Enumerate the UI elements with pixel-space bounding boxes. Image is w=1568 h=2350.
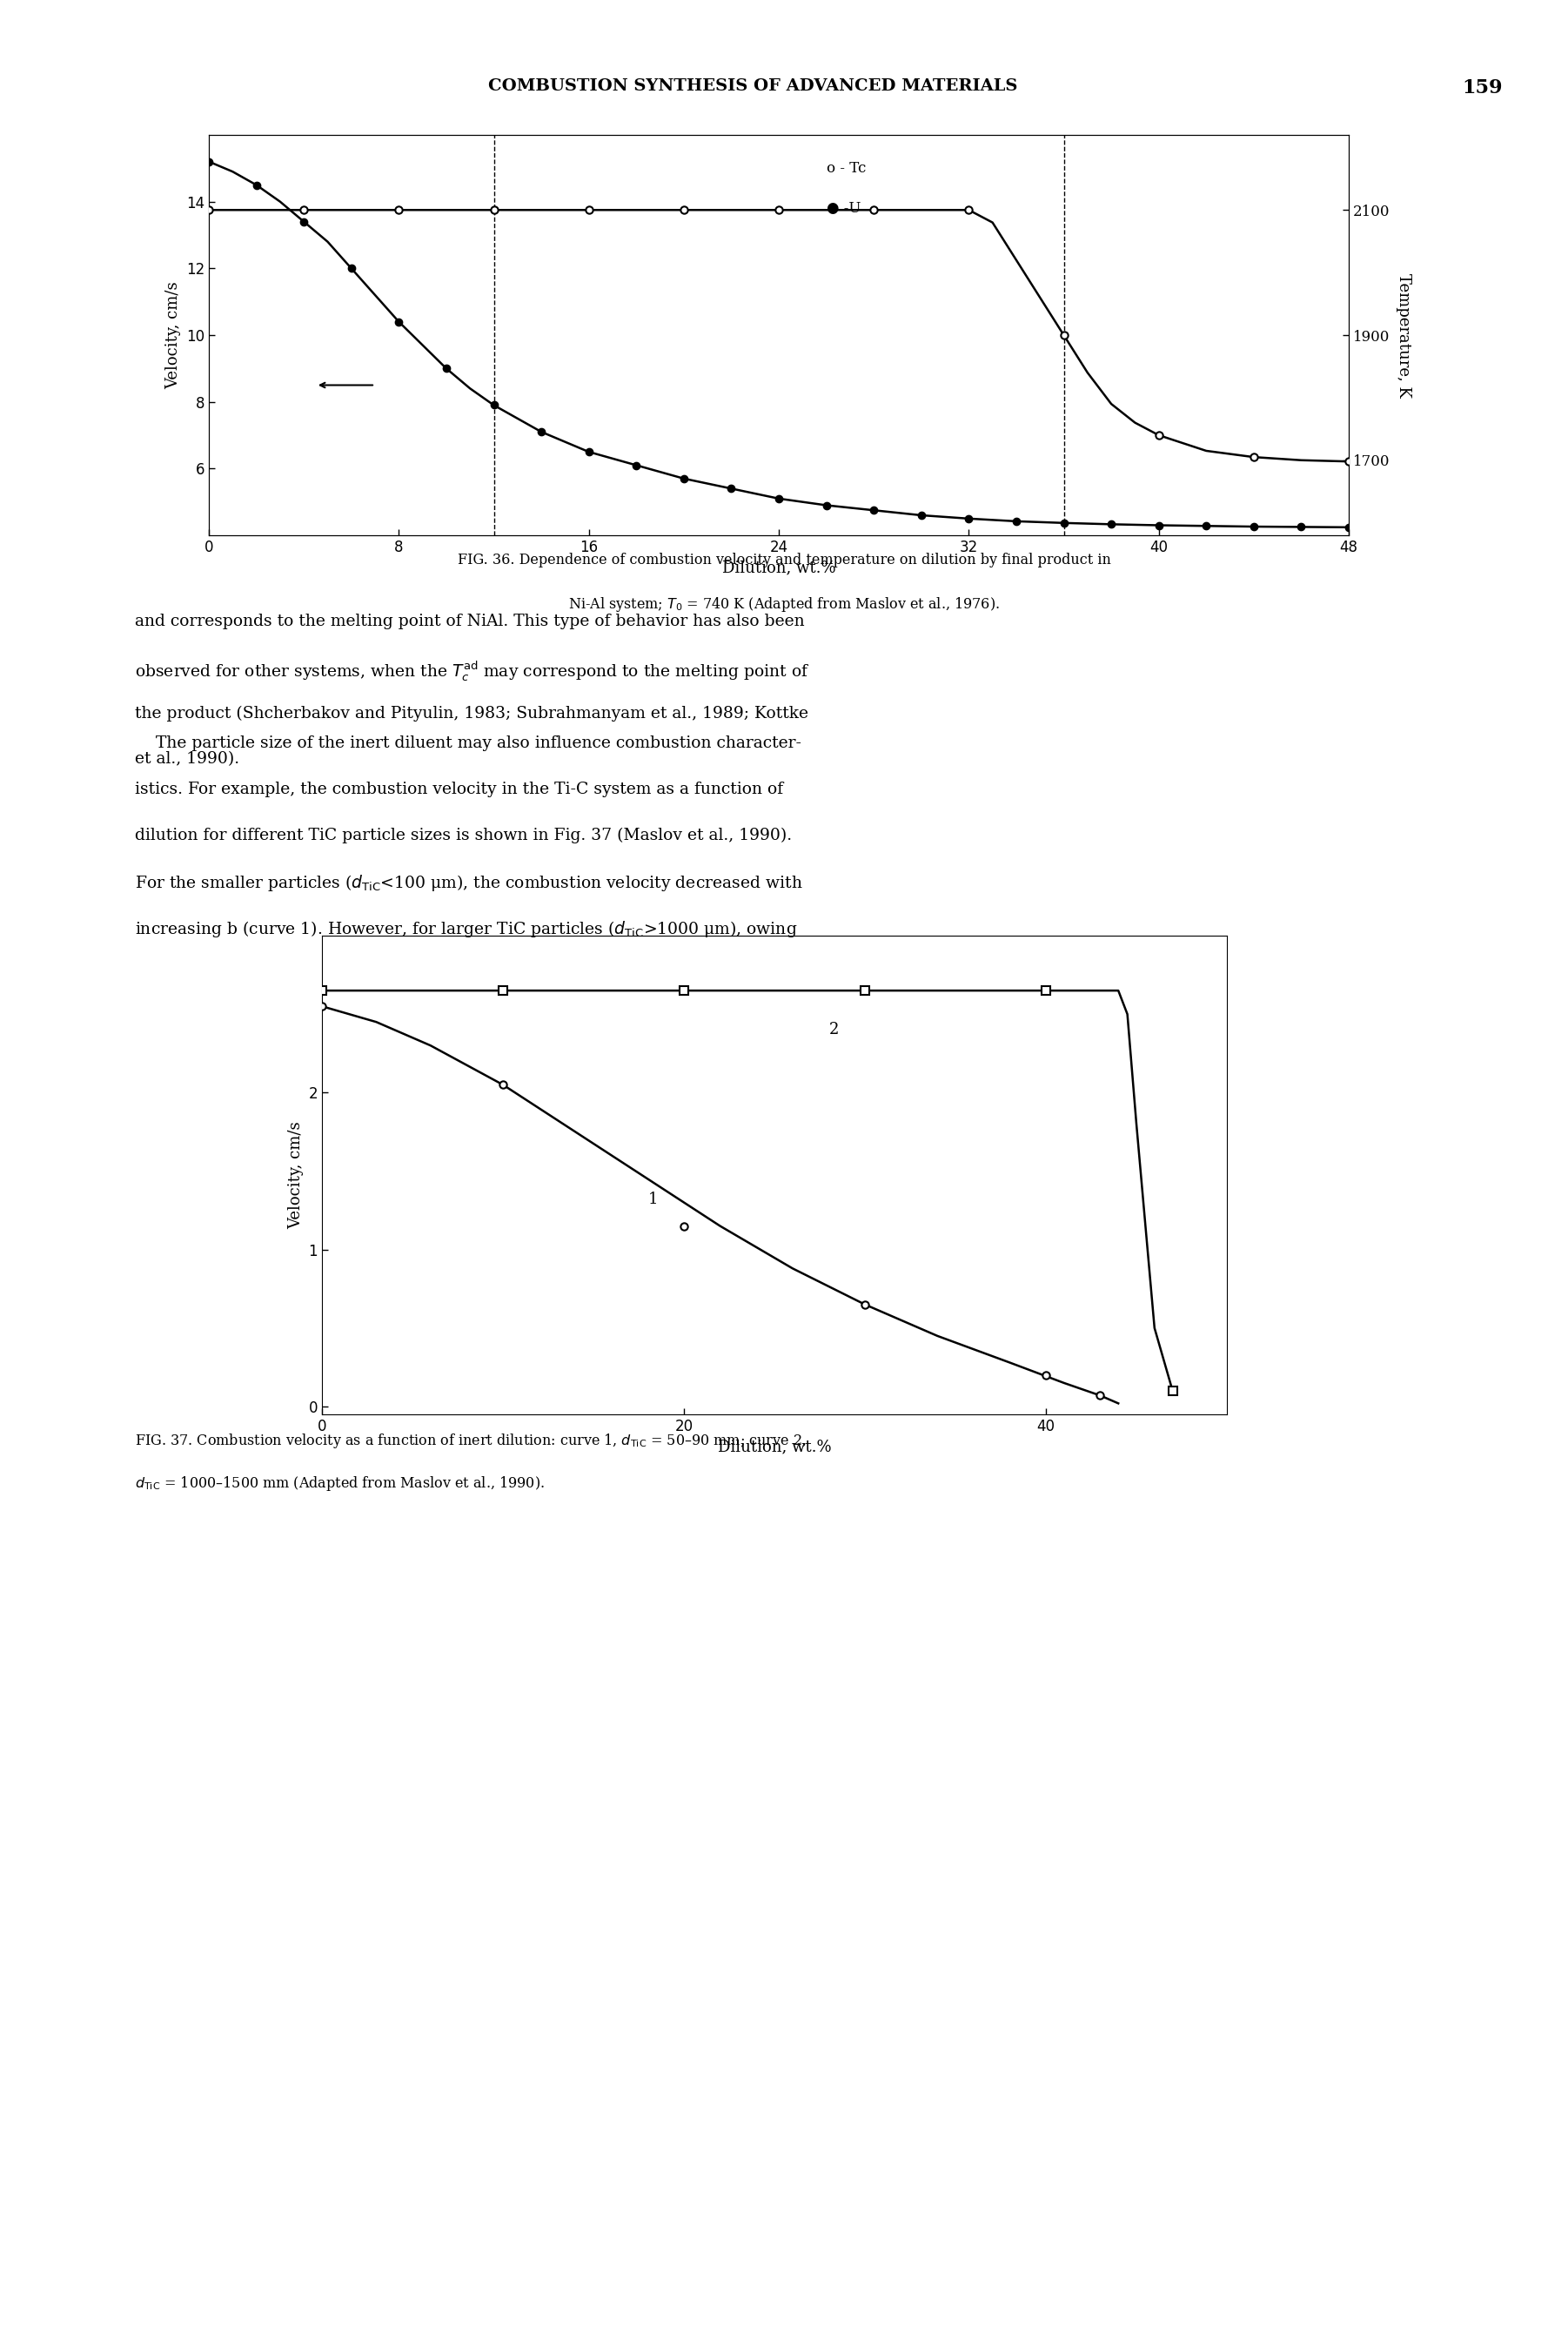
- Text: increasing b (curve 1). However, for larger TiC particles ($d_{\rm TiC}$>1000 μm: increasing b (curve 1). However, for lar…: [135, 919, 798, 938]
- Text: et al., 1990).: et al., 1990).: [135, 752, 240, 766]
- Text: dilution for different TiC particle sizes is shown in Fig. 37 (Maslov et al., 19: dilution for different TiC particle size…: [135, 827, 792, 844]
- X-axis label: Dilution, wt.%: Dilution, wt.%: [718, 1438, 831, 1455]
- Text: and corresponds to the melting point of NiAl. This type of behavior has also bee: and corresponds to the melting point of …: [135, 613, 804, 630]
- Text: $d_{\rm TiC}$ = 1000–1500 mm (Adapted from Maslov et al., 1990).: $d_{\rm TiC}$ = 1000–1500 mm (Adapted fr…: [135, 1473, 544, 1492]
- Text: ● -U: ● -U: [826, 200, 861, 216]
- Text: 1: 1: [648, 1191, 657, 1208]
- Text: For the smaller particles ($d_{\rm TiC}$<100 μm), the combustion velocity decrea: For the smaller particles ($d_{\rm TiC}$…: [135, 872, 803, 893]
- Text: istics. For example, the combustion velocity in the Ti-C system as a function of: istics. For example, the combustion velo…: [135, 780, 784, 797]
- Y-axis label: Temperature, K: Temperature, K: [1396, 273, 1411, 397]
- Text: 2: 2: [829, 1022, 839, 1039]
- Text: o - Tc: o - Tc: [826, 160, 866, 176]
- Text: The particle size of the inert diluent may also influence combustion character-: The particle size of the inert diluent m…: [135, 736, 801, 752]
- Y-axis label: Velocity, cm/s: Velocity, cm/s: [166, 282, 182, 388]
- Text: 159: 159: [1461, 78, 1502, 96]
- Text: FIG. 37. Combustion velocity as a function of inert dilution: curve 1, $d_{\rm T: FIG. 37. Combustion velocity as a functi…: [135, 1431, 806, 1450]
- Text: COMBUSTION SYNTHESIS OF ADVANCED MATERIALS: COMBUSTION SYNTHESIS OF ADVANCED MATERIA…: [488, 78, 1018, 94]
- Y-axis label: Velocity, cm/s: Velocity, cm/s: [289, 1121, 304, 1229]
- Text: the product (Shcherbakov and Pityulin, 1983; Subrahmanyam et al., 1989; Kottke: the product (Shcherbakov and Pityulin, 1…: [135, 705, 809, 721]
- X-axis label: Dilution, wt.%: Dilution, wt.%: [721, 559, 836, 576]
- Text: observed for other systems, when the $T_c^{\rm ad}$ may correspond to the meltin: observed for other systems, when the $T_…: [135, 660, 809, 684]
- Text: Ni-Al system; $T_0$ = 740 K (Adapted from Maslov et al., 1976).: Ni-Al system; $T_0$ = 740 K (Adapted fro…: [568, 595, 1000, 613]
- Text: FIG. 36. Dependence of combustion velocity and temperature on dilution by final : FIG. 36. Dependence of combustion veloci…: [458, 552, 1110, 566]
